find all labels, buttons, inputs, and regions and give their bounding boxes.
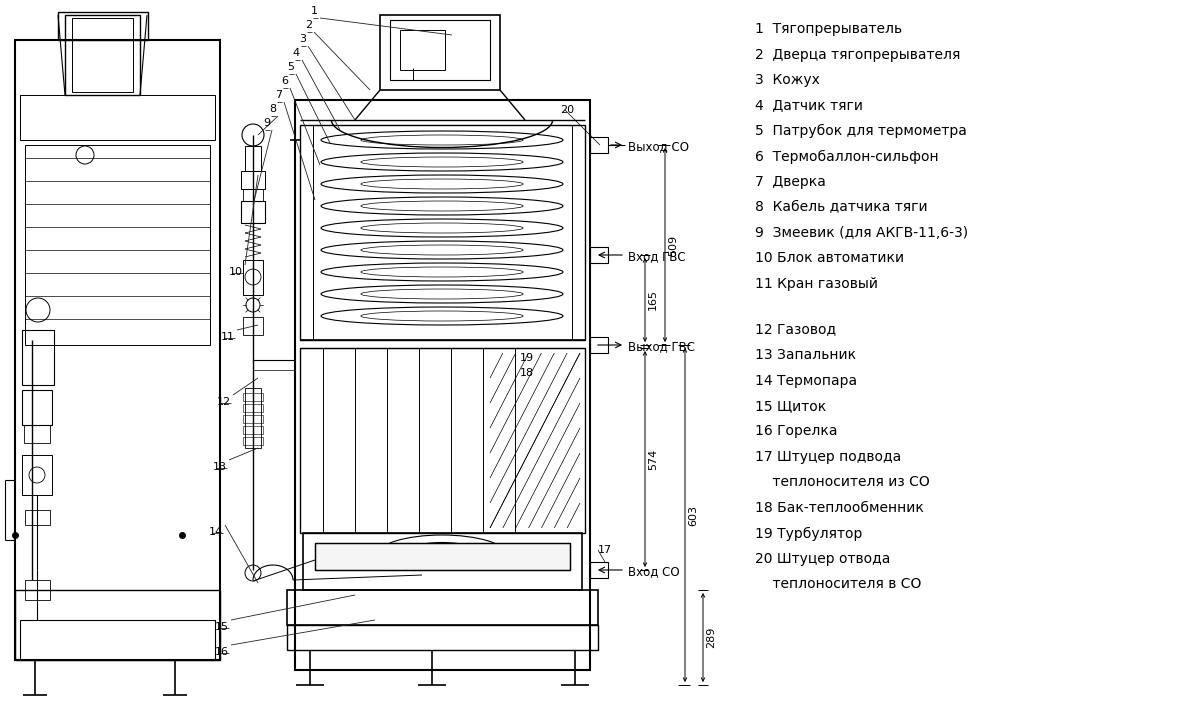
Text: 13 Запальник: 13 Запальник [755, 348, 856, 362]
Text: Вход ГВС: Вход ГВС [628, 250, 686, 263]
Text: Вход СО: Вход СО [628, 565, 680, 578]
Text: 165: 165 [648, 290, 658, 310]
Bar [243, 437, 263, 445]
Bar [15, 590, 220, 660]
Bar [243, 189, 263, 201]
Bar [72, 18, 133, 92]
Text: 5: 5 [287, 62, 294, 72]
Bar [25, 510, 50, 525]
Text: 4: 4 [292, 48, 300, 58]
Text: 15: 15 [215, 622, 229, 632]
Bar [15, 40, 220, 660]
Text: 8  Кабель датчика тяги: 8 Кабель датчика тяги [755, 201, 927, 214]
Bar [295, 100, 590, 670]
Text: 11 Кран газовый: 11 Кран газовый [755, 277, 879, 291]
Text: 20 Штуцер отвода: 20 Штуцер отвода [755, 552, 890, 566]
Text: 4  Датчик тяги: 4 Датчик тяги [755, 98, 863, 113]
Text: теплоносителя из СО: теплоносителя из СО [755, 475, 929, 490]
Bar [315, 543, 570, 570]
Text: 14 Термопара: 14 Термопара [755, 374, 857, 387]
Bar [303, 533, 583, 590]
Text: 18 Бак-теплообменник: 18 Бак-теплообменник [755, 501, 924, 515]
Text: 603: 603 [688, 505, 699, 526]
Bar [243, 404, 263, 412]
Text: 20: 20 [560, 105, 574, 115]
Bar [22, 330, 54, 385]
Text: 15 Щиток: 15 Щиток [755, 399, 826, 413]
Bar [590, 337, 609, 353]
Text: 16: 16 [215, 647, 229, 657]
Bar [390, 20, 490, 80]
Bar [300, 125, 585, 340]
Text: 12: 12 [217, 397, 231, 407]
Bar [25, 145, 210, 345]
Text: 9: 9 [263, 118, 270, 128]
Text: 13: 13 [213, 462, 227, 472]
Bar [25, 580, 50, 600]
Bar [300, 348, 585, 533]
Bar [287, 590, 598, 625]
Text: 11: 11 [221, 332, 234, 342]
Bar [24, 425, 50, 443]
Bar [242, 201, 265, 223]
Text: 17 Штуцер подвода: 17 Штуцер подвода [755, 450, 901, 464]
Text: 7: 7 [275, 90, 282, 100]
Bar [243, 317, 263, 335]
Bar [590, 247, 609, 263]
Text: 6  Термобаллон-сильфон: 6 Термобаллон-сильфон [755, 150, 939, 163]
Bar [287, 625, 598, 650]
Bar [22, 455, 52, 495]
Text: 289: 289 [706, 627, 716, 648]
Bar [20, 620, 215, 660]
Text: 5  Патрубок для термометра: 5 Патрубок для термометра [755, 124, 967, 138]
Bar [65, 15, 140, 95]
Text: 17: 17 [598, 545, 612, 555]
Text: 1: 1 [311, 6, 318, 16]
Text: Выход ГВС: Выход ГВС [628, 340, 695, 353]
Text: 574: 574 [648, 448, 658, 470]
Bar [22, 390, 52, 425]
Text: 3  Кожух: 3 Кожух [755, 73, 819, 87]
Text: 19: 19 [520, 353, 534, 363]
Text: 6: 6 [281, 76, 288, 86]
Bar [243, 393, 263, 401]
Text: 19 Турбулятор: 19 Турбулятор [755, 526, 862, 541]
Text: 18: 18 [520, 368, 534, 378]
Text: 7  Дверка: 7 Дверка [755, 175, 826, 189]
Text: 10: 10 [229, 267, 243, 277]
Text: 509: 509 [668, 234, 678, 255]
Text: 9  Змеевик (для АКГВ-11,6-3): 9 Змеевик (для АКГВ-11,6-3) [755, 226, 969, 240]
Bar [380, 15, 500, 90]
Text: 1  Тягопрерыватель: 1 Тягопрерыватель [755, 22, 902, 36]
Bar [590, 137, 609, 153]
Text: Выход СО: Выход СО [628, 140, 689, 153]
Text: 14: 14 [208, 527, 223, 537]
Bar [245, 388, 260, 448]
Text: 8: 8 [269, 104, 276, 114]
Bar [400, 30, 445, 70]
Bar [590, 562, 609, 578]
Bar [315, 543, 570, 570]
Text: 2: 2 [304, 20, 313, 30]
Text: теплоносителя в СО: теплоносителя в СО [755, 577, 921, 592]
Bar [242, 171, 265, 189]
Bar [58, 12, 148, 40]
Text: 3: 3 [300, 34, 305, 44]
Text: 12 Газовод: 12 Газовод [755, 323, 836, 336]
Bar [20, 95, 215, 140]
Bar [243, 260, 263, 295]
Bar [245, 146, 260, 171]
Text: 2  Дверца тягопрерывателя: 2 Дверца тягопрерывателя [755, 47, 960, 62]
Bar [243, 415, 263, 423]
Text: 16 Горелка: 16 Горелка [755, 424, 837, 439]
Bar [243, 426, 263, 434]
Circle shape [242, 124, 264, 146]
Text: 10 Блок автоматики: 10 Блок автоматики [755, 252, 905, 265]
